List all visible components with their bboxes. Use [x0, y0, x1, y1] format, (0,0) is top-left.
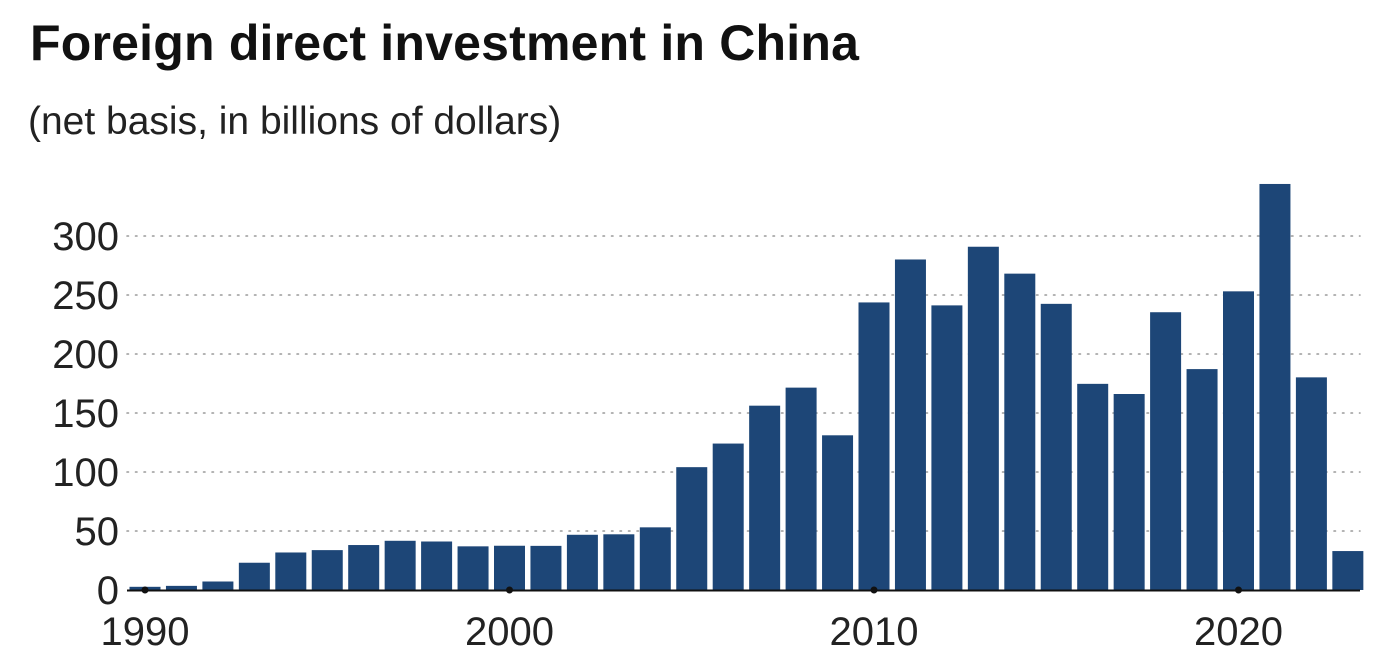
bar-2016: [1077, 383, 1109, 590]
bar-2011: [894, 259, 926, 590]
bar-2021: [1259, 183, 1291, 590]
x-tick-label-2020: 2020: [1194, 610, 1283, 654]
bar-1991: [165, 585, 197, 590]
bar-1992: [202, 581, 234, 590]
x-tick-mark-1990: [141, 586, 149, 594]
bar-2004: [639, 527, 671, 590]
bar-2001: [530, 545, 562, 590]
y-axis-ticks: 0 50 100 150 200 250 300: [52, 215, 119, 613]
bar-1999: [457, 546, 489, 590]
bar-2022: [1295, 377, 1327, 590]
bar-2020: [1223, 291, 1254, 590]
bar-1997: [384, 540, 416, 590]
y-tick-label-200: 200: [52, 333, 119, 377]
bar-2012: [931, 305, 963, 590]
bar-2008: [785, 387, 817, 590]
bar-2006: [712, 443, 744, 590]
bar-1996: [348, 545, 380, 590]
y-tick-label-50: 50: [75, 510, 120, 554]
x-tick-label-2000: 2000: [465, 610, 554, 654]
bar-2019: [1186, 369, 1218, 590]
bar-2013: [967, 246, 999, 591]
bar-2010: [858, 302, 890, 590]
bar-2014: [1004, 273, 1036, 590]
x-tick-mark-2010: [870, 586, 878, 594]
bar-2009: [822, 435, 854, 590]
gridlines: [126, 235, 1361, 532]
bar-2023: [1332, 551, 1364, 590]
bar-1993: [238, 562, 270, 590]
x-tick-label-1990: 1990: [101, 610, 190, 654]
y-tick-label-300: 300: [52, 215, 119, 259]
bar-2003: [603, 534, 635, 590]
x-tick-mark-2020: [1235, 586, 1242, 594]
y-tick-label-0: 0: [97, 569, 119, 613]
y-tick-label-100: 100: [52, 451, 119, 495]
x-axis-ticks: 1990 2000 2010 2020: [101, 586, 1283, 654]
bar-1994: [275, 552, 307, 590]
bar-2018: [1150, 312, 1182, 590]
y-tick-label-150: 150: [52, 392, 119, 436]
bar-2002: [566, 534, 598, 590]
bar-1995: [311, 550, 343, 590]
bar-2015: [1040, 303, 1072, 590]
y-tick-label-250: 250: [52, 274, 119, 318]
bars: [129, 183, 1364, 591]
x-tick-label-2010: 2010: [830, 610, 919, 654]
x-tick-mark-2000: [506, 586, 513, 594]
bar-2005: [676, 467, 708, 590]
bar-1998: [421, 541, 453, 590]
chart-title: Foreign direct investment in China: [30, 15, 860, 71]
bar-2017: [1113, 394, 1145, 590]
chart-subtitle: (net basis, in billions of dollars): [28, 100, 562, 143]
bar-2000: [494, 545, 525, 590]
bar-2007: [749, 405, 781, 590]
